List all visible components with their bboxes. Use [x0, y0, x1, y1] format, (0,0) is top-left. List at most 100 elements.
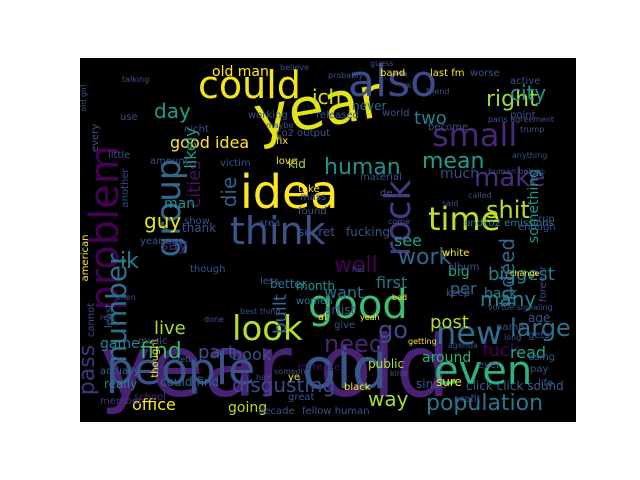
cloud-word-material: material: [360, 172, 402, 183]
cloud-word-said: said: [442, 199, 458, 208]
cloud-word-idea: idea: [240, 165, 338, 219]
cloud-word-big: big: [448, 264, 470, 280]
cloud-word-book: book: [232, 345, 272, 364]
cloud-word-kind: kind: [390, 369, 407, 378]
cloud-word-agenda: agenda: [448, 341, 478, 350]
cloud-word-biggest: biggest: [488, 264, 555, 285]
cloud-word-friend: friend: [426, 87, 449, 96]
cloud-word-white: white: [442, 248, 469, 259]
cloud-word-little: little: [108, 150, 130, 161]
cloud-word-ye: ye: [288, 372, 300, 383]
cloud-word-built: built: [270, 294, 291, 334]
cloud-word-amount: amount: [150, 156, 189, 167]
cloud-word-need: need: [324, 330, 384, 358]
cloud-word-public: public: [368, 357, 404, 371]
cloud-word-want: want: [324, 283, 363, 302]
cloud-word-getting: getting: [408, 337, 437, 346]
cloud-word-guess: guess: [370, 59, 393, 68]
cloud-word-het: het: [352, 265, 365, 274]
cloud-word-change: change: [510, 269, 540, 278]
cloud-word-go: go: [378, 316, 408, 344]
cloud-word-way: way: [368, 387, 409, 411]
cloud-word-band: band: [380, 68, 405, 79]
cloud-word-old-man: old man: [212, 64, 269, 80]
cloud-word-could-find: could find: [160, 375, 219, 389]
cloud-word-make: make: [474, 163, 545, 193]
cloud-word-victim: victim: [220, 158, 251, 169]
cloud-word-using: using: [528, 352, 555, 363]
cloud-word-really: really: [104, 377, 137, 391]
cloud-word-old-girl: old girl: [80, 84, 88, 112]
cloud-word-problem: problem: [82, 145, 128, 311]
cloud-word-around: around: [422, 350, 471, 366]
cloud-word-year-ago: year ago: [140, 236, 184, 247]
cloud-word-people: people: [106, 344, 255, 395]
cloud-word-forever: forever: [538, 265, 549, 302]
cloud-word-great: great: [288, 392, 315, 403]
cloud-word-maybe: maybe: [266, 121, 294, 130]
cloud-word-human-beings: human beings: [488, 167, 545, 176]
cloud-word-look: look: [232, 309, 303, 349]
cloud-word-thought: thought: [150, 338, 161, 377]
cloud-word-vortue-signaling: vortue signaling: [488, 303, 553, 312]
cloud-word-talking: talking: [122, 75, 149, 84]
cloud-word-mass: mass: [300, 192, 326, 203]
cloud-word-least: least: [104, 304, 115, 328]
cloud-word-say: say: [160, 235, 188, 254]
cloud-word-love: love: [276, 156, 297, 167]
cloud-word-real: real: [100, 313, 115, 322]
cloud-word-could: could: [198, 63, 301, 107]
cloud-word-probably: probably: [328, 71, 363, 80]
cloud-word-cannot: cannot: [86, 303, 97, 337]
cloud-word-game: game: [100, 336, 140, 352]
cloud-word-month: month: [296, 279, 335, 293]
cloud-word-number: number: [100, 253, 133, 363]
cloud-word-music: music: [138, 336, 168, 347]
cloud-word-city: city: [510, 81, 546, 105]
cloud-word-album: album: [448, 262, 479, 273]
cloud-word-likely: likely: [181, 127, 200, 168]
cloud-word-per: per: [450, 279, 477, 298]
cloud-word-someone: someone: [274, 367, 311, 376]
cloud-word-name: name: [496, 322, 524, 333]
cloud-word-sure: sure: [436, 375, 462, 389]
cloud-word-bad: bad: [392, 293, 407, 302]
cloud-word-disgusting: disgusting: [232, 373, 335, 397]
cloud-word-found: found: [298, 206, 327, 217]
cloud-word-day: day: [154, 99, 191, 123]
cloud-word-paris-agreement: paris agreement: [488, 115, 554, 124]
cloud-word-actually: actually: [100, 366, 140, 377]
cloud-word-yeah: yeah: [360, 313, 380, 322]
cloud-word-gets: gets: [528, 330, 550, 341]
cloud-word-released: released: [316, 110, 359, 121]
cloud-word-time: time: [428, 200, 500, 238]
cloud-word-post: post: [430, 312, 469, 333]
cloud-word-age: age: [528, 311, 550, 325]
cloud-word-shit: shit: [486, 196, 530, 224]
cloud-word-active: active: [510, 76, 540, 87]
cloud-word-run: run: [538, 214, 555, 225]
cloud-word-black: black: [344, 382, 371, 393]
cloud-word-world: world: [382, 108, 410, 119]
cloud-word-fucking: fucking: [346, 225, 390, 239]
cloud-word-fix: fix: [276, 136, 288, 147]
cloud-word-every: every: [90, 124, 101, 152]
cloud-word-never: never: [352, 99, 386, 113]
cloud-word-thank: thank: [182, 221, 216, 235]
cloud-word-ich: ich: [312, 85, 341, 109]
cloud-word-something: something: [526, 169, 542, 243]
cloud-word-called: called: [468, 191, 492, 200]
cloud-word-even: even: [434, 348, 532, 394]
cloud-word-man: man: [164, 196, 195, 212]
cloud-word-human: human: [324, 155, 401, 180]
cloud-word-though: though: [190, 264, 225, 275]
cloud-word-less: less: [260, 276, 279, 287]
cloud-word-hair: hair: [256, 373, 272, 382]
cloud-word-believe: believe: [280, 63, 309, 72]
cloud-word-population: population: [426, 391, 543, 416]
cloud-word-worse: worse: [470, 68, 500, 79]
cloud-word-right: right: [486, 87, 538, 112]
cloud-word-much: much: [440, 166, 479, 182]
cloud-word-good: good: [308, 282, 408, 328]
